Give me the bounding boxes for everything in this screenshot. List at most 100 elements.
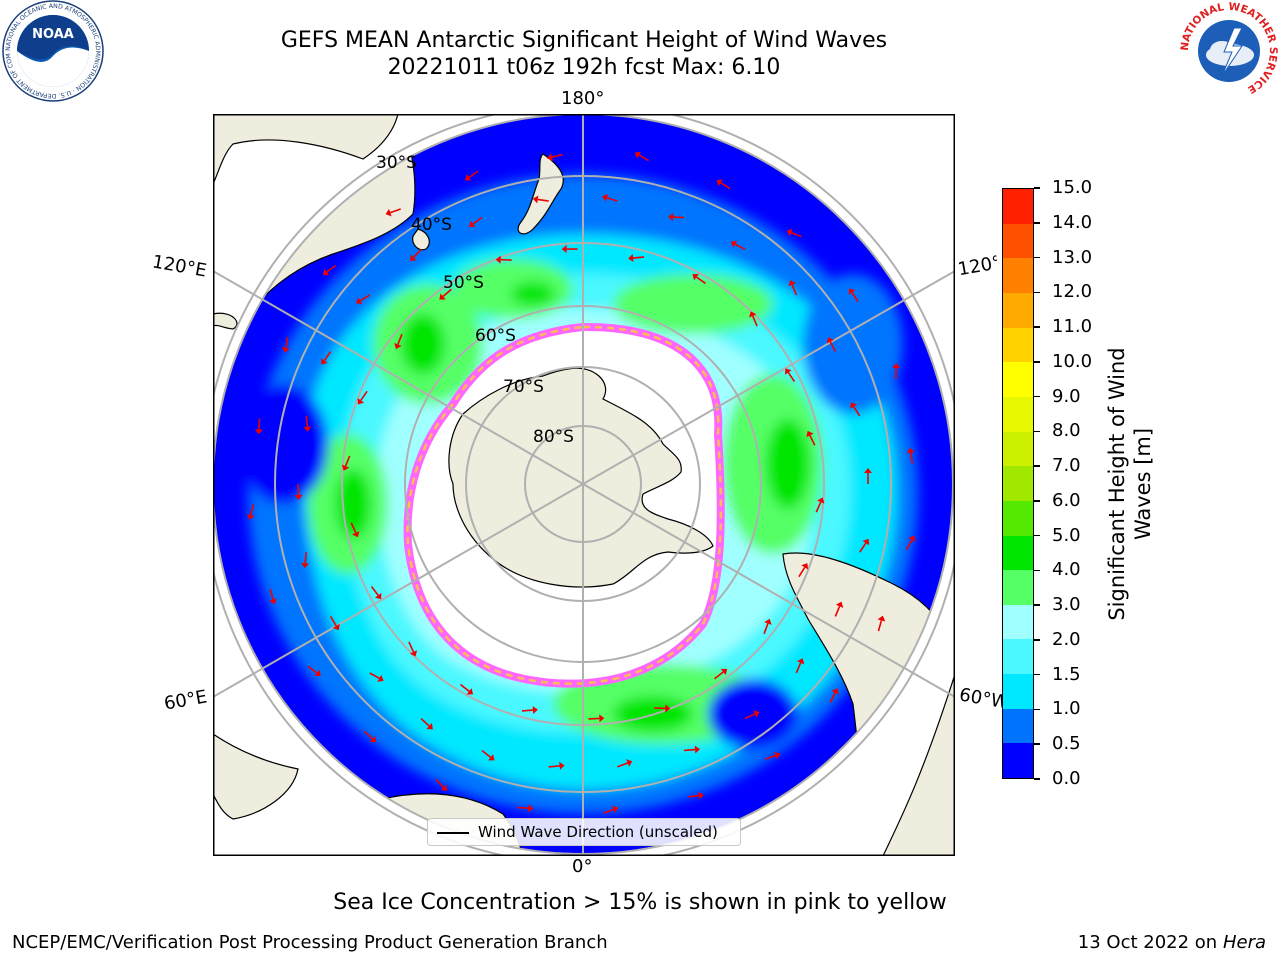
wave-direction-arrow [269, 588, 277, 605]
wave-direction-arrow [744, 710, 760, 720]
colorbar-tick-label: 15.0 [1052, 177, 1093, 198]
colorbar-tick-label: 0.5 [1052, 733, 1081, 755]
wave-direction-arrow [716, 179, 731, 190]
map-frame-border [213, 114, 955, 856]
wave-direction-arrow [495, 255, 512, 264]
colorbar-tick-mark [1034, 534, 1040, 537]
chart-title: GEFS MEAN Antarctic Significant Height o… [280, 28, 888, 53]
colorbar-segment [1003, 604, 1033, 640]
colorbar-segment [1003, 708, 1033, 744]
colorbar-segment [1003, 293, 1033, 328]
wave-direction-arrow [408, 641, 418, 657]
colorbar-tick-mark [1034, 430, 1040, 433]
colorbar-segment [1003, 466, 1033, 501]
colorbar-tick-mark [1034, 326, 1040, 328]
wave-direction-arrow [464, 170, 479, 181]
colorbar-tick-label: 13.0 [1052, 246, 1093, 268]
wave-direction-arrow [439, 288, 452, 300]
wave-direction-arrow [350, 522, 360, 538]
footer-date-text: 13 Oct 2022 on [1077, 932, 1223, 953]
wave-direction-arrow [281, 336, 290, 353]
wave-direction-arrow [859, 538, 870, 553]
colorbar-tick-label: 0.0 [1052, 768, 1081, 789]
colorbar-tick-mark [1034, 569, 1040, 572]
colorbar-tick-label: 9.0 [1052, 385, 1081, 407]
wave-direction-arrow [321, 351, 332, 365]
colorbar-segment [1003, 362, 1033, 397]
wave-direction-arrow [363, 730, 377, 743]
wave-direction-arrow [370, 585, 382, 600]
wave-direction-arrow [850, 402, 861, 417]
colorbar-tick-mark [1034, 743, 1040, 745]
footer-credit: NCEP/EMC/Verification Post Processing Pr… [12, 932, 608, 953]
wave-direction-arrow [654, 704, 671, 713]
colorbar-tick-mark [1034, 256, 1040, 259]
colorbar-segment [1003, 535, 1033, 571]
colorbar: 0.0 0.5 1.0 1.5 2.0 3.0 4.0 5.0 6.0 7.0 8.0 9.0 10.0… [1002, 177, 1092, 789]
wave-direction-arrow [714, 668, 728, 680]
wave-direction-arrow [547, 153, 563, 162]
wave-direction-arrow [683, 745, 701, 754]
colorbar-tick-mark [1034, 395, 1040, 398]
wave-direction-arrow [905, 535, 916, 550]
footer-date: 13 Oct 2022 on Hera [1078, 932, 1266, 953]
polar-map: 30°S 40°S 50°S 60°S 70°S 80°S Wind Wave … [213, 114, 955, 856]
wave-direction-arrow [307, 665, 321, 677]
colorbar-tick-mark [1034, 291, 1040, 294]
antarctica-landmass [448, 367, 714, 588]
colorbar-tick-label: 4.0 [1052, 559, 1081, 581]
wave-direction-arrow [468, 216, 483, 228]
colorbar-tick-mark [1034, 465, 1040, 467]
colorbar-tick-mark [1034, 639, 1040, 641]
colorbar-label-line2: Waves [m] [1131, 427, 1155, 541]
wave-direction-arrow [634, 151, 649, 162]
colorbar-ticks: 0.0 0.5 1.0 1.5 2.0 3.0 4.0 5.0 6.0 7.0 8.0 9.0 10.0… [1034, 177, 1104, 789]
lat-label-40s: 40°S [411, 215, 452, 235]
colorbar-tick-label: 5.0 [1052, 524, 1081, 546]
wave-direction-arrow [294, 483, 303, 500]
wave-direction-arrow [806, 430, 816, 446]
wave-direction-arrow [765, 751, 781, 760]
wave-direction-arrow [420, 717, 433, 730]
sea-ice-note: Sea Ice Concentration > 15% is shown in … [333, 890, 947, 915]
wave-direction-arrow [906, 447, 915, 464]
colorbar-segment [1003, 743, 1033, 778]
lon-label-120w: 120°W [956, 253, 1000, 281]
wave-direction-arrow [628, 254, 645, 263]
wave-direction-arrow [730, 240, 746, 251]
colorbar-tick-label: 12.0 [1052, 281, 1093, 303]
wave-direction-arrow [329, 616, 340, 631]
colorbar-segment [1003, 500, 1033, 536]
colorbar-tick-mark [1034, 673, 1040, 676]
lat-label-50s: 50°S [443, 273, 484, 293]
wave-direction-arrow [749, 311, 758, 327]
graticule [213, 114, 955, 856]
wave-direction-arrow [369, 672, 384, 682]
colorbar-segment [1003, 674, 1033, 709]
wave-direction-arrow [322, 264, 337, 276]
lat-label-30s: 30°S [376, 153, 417, 173]
colorbar-tick-mark [1034, 778, 1040, 780]
wave-direction-arrow [602, 193, 618, 202]
colorbar-tick-mark [1034, 708, 1040, 711]
colorbar-tick-label: 14.0 [1052, 211, 1093, 233]
wave-direction-arrow [763, 618, 772, 635]
colorbar-tick-label: 1.0 [1052, 698, 1081, 720]
colorbar-tick-mark [1034, 604, 1040, 606]
colorbar-segment [1003, 223, 1033, 259]
chart-subtitle: 20221011 t06z 192h fcst Max: 6.10 [387, 55, 781, 80]
noaa-logo: NATIONAL OCEANIC AND ATMOSPHERIC ADMINIS… [0, 0, 104, 102]
wave-direction-arrow [877, 615, 886, 632]
colorbar-tick-label: 2.0 [1052, 628, 1081, 650]
colorbar-tick-mark [1034, 361, 1040, 363]
wave-direction-arrow [385, 208, 401, 217]
wave-direction-arrow [798, 563, 809, 578]
lon-label-60e: 60°E [162, 686, 209, 715]
wave-direction-arrow [517, 804, 534, 813]
footer-host: Hera [1222, 932, 1266, 953]
lon-label-0: 0° [572, 856, 593, 877]
colorbar-label: Significant Height of Wind Waves [m] [1104, 347, 1156, 620]
colorbar-tick-mark [1034, 222, 1040, 224]
wave-direction-arrow [892, 363, 901, 380]
lon-label-120e: 120°E [150, 251, 209, 282]
